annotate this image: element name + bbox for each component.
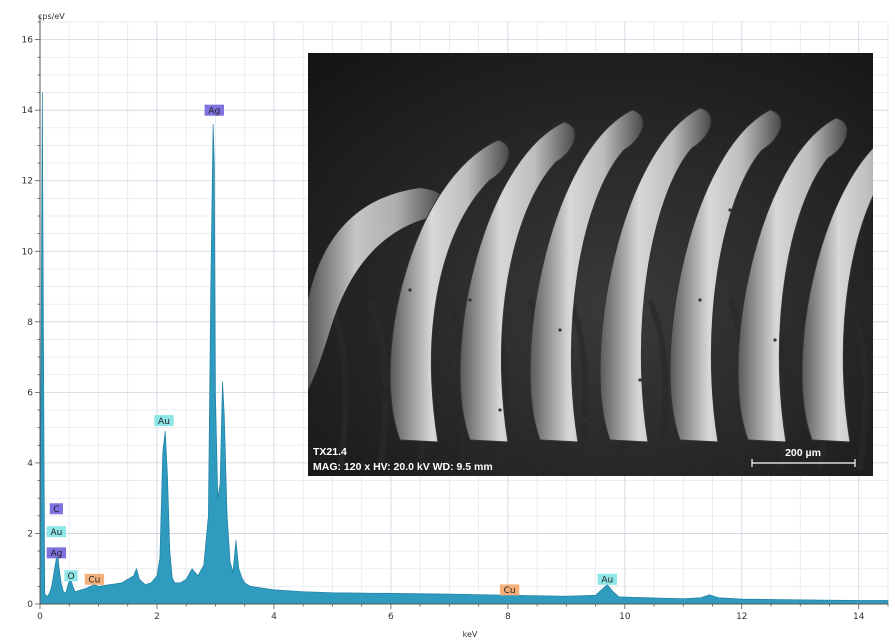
y-tick-label: 16 [22,36,34,46]
surface-speck [773,338,777,342]
surface-speck [498,408,502,412]
sample-label: TX21.4 [313,446,347,458]
surface-speck [558,328,562,332]
background-fiber [367,298,389,471]
back-coil-turn [308,188,445,390]
surface-speck [728,208,732,212]
y-tick-label: 14 [22,106,34,116]
y-tick-label: 8 [27,318,33,328]
spectrum-series [39,92,889,605]
peak-tag-label: C [53,505,59,515]
coil-turn-2 [459,121,576,443]
y-tick-label: 4 [27,459,33,469]
surface-speck [788,258,792,262]
acquisition-info: MAG: 120 x HV: 20.0 kV WD: 9.5 mm [313,461,493,473]
peak-tag-box [46,526,67,538]
y-axis-title: cps/eV [38,12,65,21]
wire-coil-image [308,107,873,471]
surface-speck [453,358,457,362]
peak-tag-label: O [67,572,74,582]
coil-turn-3 [529,109,644,443]
x-tick-label: 14 [853,612,865,622]
surface-speck [638,378,642,382]
peak-tag-c: C [49,503,63,515]
spectrum-area-series-0 [39,92,889,605]
peak-tag-cu: Cu [84,573,105,586]
background-fiber [327,298,349,471]
background-fiber [847,298,869,471]
peak-tag-cu: Cu [499,584,520,596]
scale-bar [751,459,856,467]
surface-speck [698,298,702,302]
x-tick-label: 8 [505,612,511,622]
peak-tag-ag: Ag [46,547,67,559]
surface-speck [408,288,412,292]
peak-tag-label: Au [601,576,613,586]
coil-turn-7 [801,147,873,443]
peak-tag-box [84,573,105,585]
peak-tag-box [597,573,617,585]
y-tick-label: 12 [22,177,33,187]
tick-labels: 0 2 4 6 8 10 12 14 0 2 4 6 8 10 12 14 16 [22,21,889,622]
coil-turn-6 [737,117,848,443]
y-tick-label: 10 [22,247,34,257]
x-tick-label: 2 [154,612,160,622]
peak-annotations: Ag Au C Au Ag O Cu Cu Au [46,104,617,596]
surface-speck [598,198,602,202]
x-tick-label: 12 [736,612,747,622]
peak-tag-o: O [64,570,78,582]
axes [39,16,888,605]
scale-bar-label: 200 µm [785,447,821,459]
peak-tag-box [64,570,78,582]
peak-tag-label: Ag [208,106,220,116]
surface-speck [468,298,472,302]
peak-tag-label: Au [50,528,62,538]
y-tick-label: 2 [27,529,33,539]
x-tick-label: 0 [37,612,43,622]
coil-turn-4 [599,107,712,443]
peak-tag-label: Ag [50,549,62,559]
peak-tag-box [46,547,67,559]
peak-tag-au: Au [46,526,67,538]
y-tick-label: 0 [27,600,33,610]
surface-speck [653,238,657,242]
x-tick-label: 6 [388,612,394,622]
surface-speck [518,248,522,252]
x-tick-label: 4 [271,612,277,622]
y-tick-label: 6 [27,388,33,398]
background-fiber [647,298,669,471]
surface-speck [583,418,587,422]
coil-turn-5 [669,109,782,443]
sem-micrograph-inset: TX21.4 MAG: 120 x HV: 20.0 kV WD: 9.5 mm… [308,53,873,476]
peak-tag-label: Cu [504,586,516,596]
peak-tag-box [154,415,174,427]
x-axis-title: keV [463,630,478,639]
peak-tag-label: Au [158,417,170,427]
peak-tag-box [204,104,224,116]
peak-tag-box [499,584,520,596]
peak-tag-ag: Ag [204,104,224,116]
x-tick-label: 10 [619,612,631,622]
peak-tag-box [49,503,63,515]
peak-tag-label: Cu [88,576,100,586]
peak-tag-au: Au [597,573,617,586]
coil-turn-1 [389,139,510,443]
background-fiber [567,298,589,471]
peak-tag-au: Au [154,415,174,427]
